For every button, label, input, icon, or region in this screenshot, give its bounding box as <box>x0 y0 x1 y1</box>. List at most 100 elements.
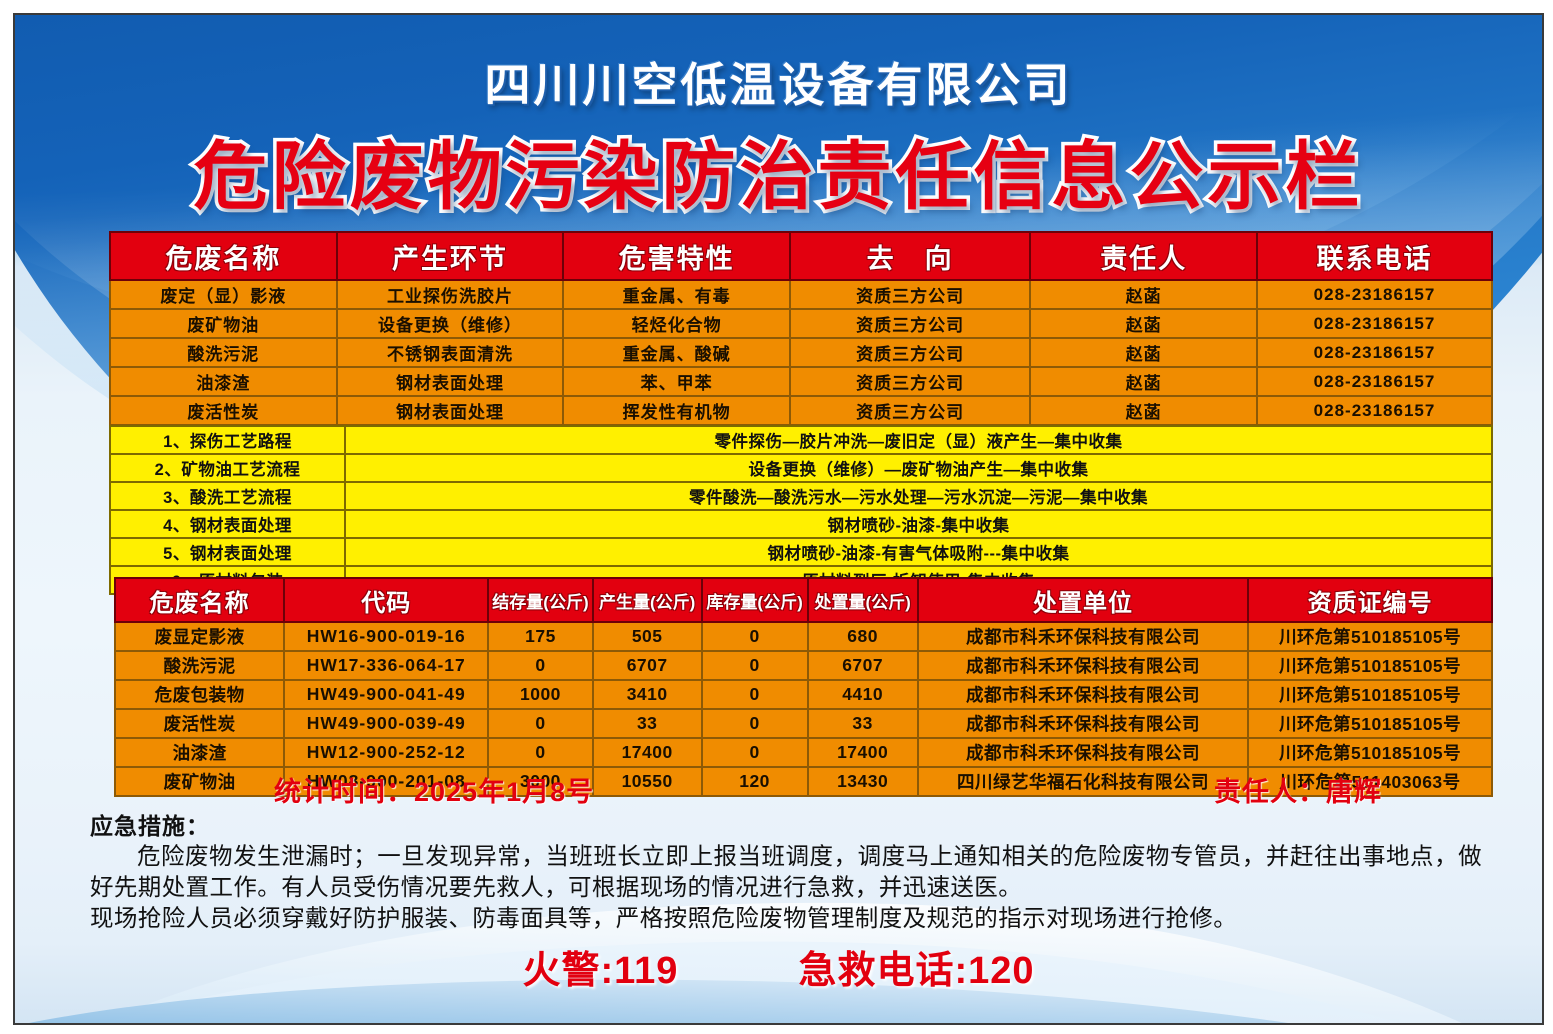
cell-stored-amount: 0 <box>700 621 809 652</box>
list-item: 1、探伤工艺路程 零件探伤—胶片冲洗—废旧定（显）液产生—集中收集 <box>109 425 1493 455</box>
cell-disposal-unit: 成都市科禾环保科技有限公司 <box>916 708 1250 739</box>
cell-waste-name: 油漆渣 <box>113 737 286 768</box>
cell-disposal-unit: 成都市科禾环保科技有限公司 <box>916 679 1250 710</box>
list-item: 4、钢材表面处理 钢材喷砂-油漆-集中收集 <box>109 509 1493 539</box>
cell-generated-amount: 33 <box>591 708 703 739</box>
process-flow-table: 1、探伤工艺路程 零件探伤—胶片冲洗—废旧定（显）液产生—集中收集 2、矿物油工… <box>109 425 1493 595</box>
cell-license-number: 川环危第510185105号 <box>1247 650 1493 681</box>
cell-destination: 资质三方公司 <box>788 279 1032 310</box>
cell-license-number: 川环危第511403063号 <box>1247 766 1493 797</box>
cell-responsible-person: 赵菡 <box>1029 366 1259 397</box>
list-item: 5、钢材表面处理 钢材喷砂-油漆-有害气体吸附---集中收集 <box>109 537 1493 567</box>
cell-carryover-amount: 0 <box>487 650 594 681</box>
cell-waste-name: 危废包装物 <box>113 679 286 710</box>
cell-waste-name: 酸洗污泥 <box>113 650 286 681</box>
list-item: 3、酸洗工艺流程 零件酸洗—酸洗污水—污水处理—污水沉淀—污泥—集中收集 <box>109 481 1493 511</box>
cell-waste-name: 油漆渣 <box>109 366 338 397</box>
cell-hazard-property: 苯、甲苯 <box>562 366 791 397</box>
fire-phone: 火警:119 <box>522 950 679 992</box>
cell-carryover-amount: 0 <box>487 737 594 768</box>
statistics-line: 统计时间：2025年1月8号 责任人：唐辉 <box>109 770 1467 809</box>
cell-carryover-amount: 0 <box>487 708 594 739</box>
cell-disposed-amount: 6707 <box>806 650 919 681</box>
table-row: 废定（显）影液 工业探伤洗胶片 重金属、有毒 资质三方公司 赵菡 028-231… <box>109 279 1493 310</box>
cell-disposed-amount: 13430 <box>806 766 919 797</box>
cell-waste-code: HW16-900-019-16 <box>283 621 490 652</box>
cell-waste-name: 废活性炭 <box>113 708 286 739</box>
cell-generated-amount: 3410 <box>591 679 703 710</box>
table-row: 酸洗污泥 HW17-336-064-17 0 6707 0 6707 成都市科禾… <box>113 650 1493 681</box>
cell-disposed-amount: 33 <box>806 708 919 739</box>
cell-stored-amount: 0 <box>700 708 809 739</box>
col-waste-code: 代码 <box>283 577 490 623</box>
page-title: 危险废物污染防治责任信息公示栏 <box>190 132 1364 222</box>
cell-generated-amount: 6707 <box>591 650 703 681</box>
col-disposed-amount: 处置量(公斤) <box>806 577 919 623</box>
cell-disposal-unit: 成都市科禾环保科技有限公司 <box>916 621 1250 652</box>
cell-contact-phone: 028-23186157 <box>1256 395 1493 426</box>
cell-waste-name: 废定（显）影液 <box>109 279 338 310</box>
cell-disposal-unit: 成都市科禾环保科技有限公司 <box>916 737 1250 768</box>
ambulance-phone: 急救电话:120 <box>798 950 1035 992</box>
col-waste-name: 危废名称 <box>113 577 286 623</box>
table-row: 废活性炭 HW49-900-039-49 0 33 0 33 成都市科禾环保科技… <box>113 708 1493 739</box>
table-row: 危废包装物 HW49-900-041-49 1000 3410 0 4410 成… <box>113 679 1493 710</box>
cell-hazard-property: 轻烃化合物 <box>562 308 791 339</box>
cell-contact-phone: 028-23186157 <box>1256 366 1493 397</box>
cell-carryover-amount: 175 <box>487 621 594 652</box>
cell-disposed-amount: 4410 <box>806 679 919 710</box>
table-row: 废活性炭 钢材表面处理 挥发性有机物 资质三方公司 赵菡 028-2318615… <box>109 395 1493 426</box>
col-responsible-person: 责任人 <box>1029 231 1259 281</box>
statistics-date: 统计时间：2025年1月8号 <box>274 777 595 807</box>
cell-disposal-unit: 四川绿艺华福石化科技有限公司 <box>916 766 1250 797</box>
emergency-phone-row: 火警:119 急救电话:120 <box>15 939 1542 994</box>
cell-waste-name: 废活性炭 <box>109 395 338 426</box>
cell-hazard-property: 重金属、有毒 <box>562 279 791 310</box>
table-row: 油漆渣 钢材表面处理 苯、甲苯 资质三方公司 赵菡 028-23186157 <box>109 366 1493 397</box>
col-carryover-amount: 结存量(公斤) <box>487 577 594 623</box>
process-name: 1、探伤工艺路程 <box>109 425 346 455</box>
col-hazard-property: 危害特性 <box>562 231 791 281</box>
emergency-measures-block: 应急措施： 危险废物发生泄漏时；一旦发现异常，当班班长立即上报当班调度，调度马上… <box>90 807 1482 934</box>
process-name: 2、矿物油工艺流程 <box>109 453 346 483</box>
col-stored-amount: 库存量(公斤) <box>700 577 809 623</box>
cell-destination: 资质三方公司 <box>788 308 1032 339</box>
col-waste-name: 危废名称 <box>109 231 338 281</box>
cell-waste-name: 废显定影液 <box>113 621 286 652</box>
company-name: 四川川空低温设备有限公司 <box>484 59 1073 111</box>
cell-responsible-person: 赵菡 <box>1029 337 1259 368</box>
cell-waste-code: HW12-900-252-12 <box>283 737 490 768</box>
cell-generation-stage: 钢材表面处理 <box>335 366 565 397</box>
cell-generation-stage: 设备更换（维修） <box>335 308 565 339</box>
table-row: 酸洗污泥 不锈钢表面清洗 重金属、酸碱 资质三方公司 赵菡 028-231861… <box>109 337 1493 368</box>
cell-generation-stage: 工业探伤洗胶片 <box>335 279 565 310</box>
cell-waste-name: 废矿物油 <box>109 308 338 339</box>
cell-generated-amount: 17400 <box>591 737 703 768</box>
cell-responsible-person: 赵菡 <box>1029 279 1259 310</box>
col-contact-phone: 联系电话 <box>1256 231 1493 281</box>
cell-carryover-amount: 1000 <box>487 679 594 710</box>
cell-destination: 资质三方公司 <box>788 366 1032 397</box>
process-flow: 钢材喷砂-油漆-集中收集 <box>344 509 1493 539</box>
cell-waste-code: HW49-900-041-49 <box>283 679 490 710</box>
cell-destination: 资质三方公司 <box>788 395 1032 426</box>
cell-responsible-person: 赵菡 <box>1029 308 1259 339</box>
list-item: 2、矿物油工艺流程 设备更换（维修）—废矿物油产生—集中收集 <box>109 453 1493 483</box>
cell-destination: 资质三方公司 <box>788 337 1032 368</box>
cell-stored-amount: 0 <box>700 650 809 681</box>
cell-stored-amount: 0 <box>700 679 809 710</box>
process-flow: 零件探伤—胶片冲洗—废旧定（显）液产生—集中收集 <box>344 425 1493 455</box>
cell-carryover-amount: 3000 <box>487 766 594 797</box>
board-frame: 四川川空低温设备有限公司 危险废物污染防治责任信息公示栏 危废名称 产生环节 危… <box>13 13 1544 1025</box>
process-name: 4、钢材表面处理 <box>109 509 346 539</box>
col-disposal-unit: 处置单位 <box>916 577 1250 623</box>
emergency-paragraph-1: 危险废物发生泄漏时；一旦发现异常，当班班长立即上报当班调度，调度马上通知相关的危… <box>90 843 1482 901</box>
table-row: 废显定影液 HW16-900-019-16 175 505 0 680 成都市科… <box>113 621 1493 652</box>
table-row: 废矿物油 设备更换（维修） 轻烃化合物 资质三方公司 赵菡 028-231861… <box>109 308 1493 339</box>
cell-license-number: 川环危第510185105号 <box>1247 708 1493 739</box>
process-name: 5、钢材表面处理 <box>109 537 346 567</box>
cell-waste-name: 废矿物油 <box>113 766 286 797</box>
cell-hazard-property: 重金属、酸碱 <box>562 337 791 368</box>
cell-waste-code: HW17-336-064-17 <box>283 650 490 681</box>
cell-disposal-unit: 成都市科禾环保科技有限公司 <box>916 650 1250 681</box>
